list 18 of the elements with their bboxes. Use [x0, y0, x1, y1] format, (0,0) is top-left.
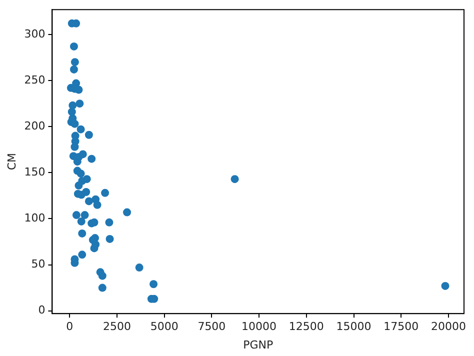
- y-tick-label: 300: [24, 27, 46, 40]
- x-tick-label: 17500: [384, 320, 419, 334]
- x-tick-label: 0: [66, 320, 74, 334]
- x-tick-label: 7500: [198, 320, 226, 334]
- y-axis-title: CM: [5, 153, 18, 170]
- y-tick-label: 100: [24, 212, 46, 225]
- y-tick-label: 150: [24, 166, 46, 179]
- x-tick-label: 12500: [288, 320, 324, 334]
- x-tick-label: 10000: [242, 320, 277, 334]
- y-tick-label: 200: [24, 119, 46, 132]
- x-tick-label: 2500: [102, 320, 131, 334]
- y-tick-label: 250: [24, 73, 46, 86]
- x-tick-label: 15000: [336, 320, 372, 334]
- x-tick-label: 5000: [150, 320, 178, 334]
- y-tick-label: 50: [31, 258, 46, 271]
- x-tick-label: 20000: [430, 320, 466, 334]
- x-axis-title: PGNP: [243, 338, 274, 352]
- y-tick-label: 0: [38, 304, 46, 317]
